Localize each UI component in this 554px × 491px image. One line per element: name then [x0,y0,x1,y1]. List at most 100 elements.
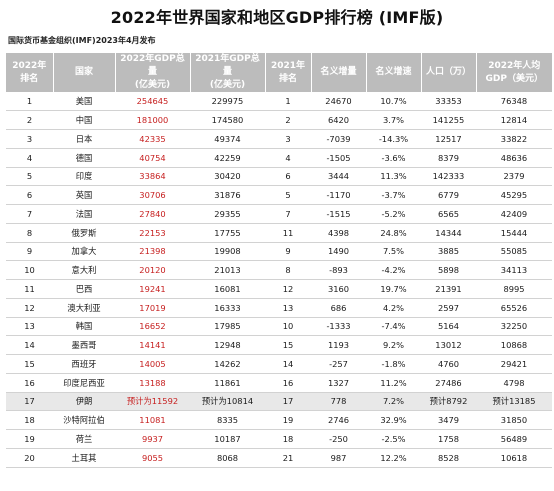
cell-population: 4760 [421,354,476,374]
cell-population: 13012 [421,335,476,355]
table-row: 19 荷兰 9937 10187 18 -250 -2.5% 1758 56489 [6,429,552,449]
cell-gdp-per-capita: 55085 [476,242,552,262]
table-row: 8 俄罗斯 22153 17755 11 4398 24.8% 14344 15444 [6,223,552,243]
cell-gdp-2021: 16081 [190,279,265,299]
cell-nominal-growth: 19.7% [366,279,421,299]
cell-gdp-per-capita: 42409 [476,204,552,224]
table-row: 9 加拿大 21398 19908 9 1490 7.5% 3885 55085 [6,242,552,262]
table-row: 1 美国 254645 229975 1 24670 10.7% 33353 76348 [6,92,552,112]
cell-gdp-per-capita: 31850 [476,410,552,430]
cell-gdp-2022: 13188 [115,373,190,393]
cell-rank-2022: 16 [6,373,53,393]
cell-gdp-2021: 14262 [190,354,265,374]
cell-gdp-2021: 8068 [190,448,265,468]
cell-nominal-increase: 3444 [311,167,366,187]
cell-nominal-increase: 3160 [311,279,366,299]
cell-gdp-per-capita: 12814 [476,110,552,130]
cell-country: 俄罗斯 [53,223,115,243]
cell-rank-2021: 16 [265,373,311,393]
cell-gdp-per-capita: 45295 [476,185,552,205]
cell-rank-2022: 19 [6,429,53,449]
cell-gdp-per-capita: 2379 [476,167,552,187]
cell-nominal-growth: -5.2% [366,204,421,224]
cell-gdp-per-capita: 76348 [476,92,552,112]
cell-nominal-growth: 7.2% [366,392,421,412]
cell-gdp-per-capita: 33822 [476,129,552,149]
table-row: 4 德国 40754 42259 4 -1505 -3.6% 8379 48636 [6,148,552,168]
cell-nominal-increase: 1327 [311,373,366,393]
cell-nominal-increase: -250 [311,429,366,449]
cell-gdp-2021: 16333 [190,298,265,318]
cell-country: 德国 [53,148,115,168]
cell-population: 14344 [421,223,476,243]
column-header-rank-2022: 2022年 排名 [6,53,53,92]
cell-rank-2021: 7 [265,204,311,224]
cell-population: 21391 [421,279,476,299]
cell-gdp-per-capita: 15444 [476,223,552,243]
cell-gdp-2021: 10187 [190,429,265,449]
cell-rank-2021: 2 [265,110,311,130]
table-row: 20 土耳其 9055 8068 21 987 12.2% 8528 10618 [6,448,552,468]
cell-rank-2021: 5 [265,185,311,205]
cell-country: 加拿大 [53,242,115,262]
cell-nominal-increase: -7039 [311,129,366,149]
cell-nominal-growth: -14.3% [366,129,421,149]
cell-rank-2022: 12 [6,298,53,318]
cell-nominal-increase: 6420 [311,110,366,130]
cell-rank-2021: 3 [265,129,311,149]
cell-gdp-2021: 17755 [190,223,265,243]
cell-rank-2021: 17 [265,392,311,412]
cell-gdp-2022: 20120 [115,260,190,280]
cell-rank-2022: 2 [6,110,53,130]
column-header-rank-2021: 2021年 排名 [264,53,311,92]
column-header-gdp-2022: 2022年GDP总量 (亿美元) [114,53,190,92]
cell-gdp-2021: 31876 [190,185,265,205]
cell-nominal-increase: -1333 [311,317,366,337]
cell-gdp-per-capita: 56489 [476,429,552,449]
cell-population: 8528 [421,448,476,468]
cell-country: 意大利 [53,260,115,280]
cell-gdp-2021: 174580 [190,110,265,130]
cell-country: 伊朗 [53,392,115,412]
cell-population: 3479 [421,410,476,430]
page-title: 2022年世界国家和地区GDP排行榜 (IMF版) [110,8,444,27]
table-row: 5 印度 33864 30420 6 3444 11.3% 142333 2379 [6,167,552,187]
cell-country: 美国 [53,92,115,112]
cell-country: 中国 [53,110,115,130]
table-row: 2 中国 181000 174580 2 6420 3.7% 141255 12814 [6,110,552,130]
cell-country: 土耳其 [53,448,115,468]
cell-rank-2022: 3 [6,129,53,149]
cell-gdp-2021: 30420 [190,167,265,187]
cell-rank-2022: 5 [6,167,53,187]
cell-nominal-increase: -257 [311,354,366,374]
cell-gdp-2021: 229975 [190,92,265,112]
cell-gdp-2022: 254645 [115,92,190,112]
cell-rank-2022: 10 [6,260,53,280]
cell-gdp-2022: 30706 [115,185,190,205]
cell-population: 12517 [421,129,476,149]
cell-country: 墨西哥 [53,335,115,355]
cell-gdp-2022: 9937 [115,429,190,449]
cell-rank-2022: 14 [6,335,53,355]
table-body: 1 美国 254645 229975 1 24670 10.7% 33353 76348 2 中国 1… [6,92,552,468]
cell-gdp-2021: 19908 [190,242,265,262]
cell-rank-2021: 9 [265,242,311,262]
cell-country: 英国 [53,185,115,205]
cell-population: 1758 [421,429,476,449]
cell-country: 巴西 [53,279,115,299]
cell-gdp-2022: 11081 [115,410,190,430]
cell-population: 6779 [421,185,476,205]
table-row: 3 日本 42335 49374 3 -7039 -14.3% 12517 33822 [6,129,552,149]
cell-rank-2021: 18 [265,429,311,449]
cell-gdp-2021: 12948 [190,335,265,355]
cell-nominal-growth: 11.3% [366,167,421,187]
cell-rank-2021: 14 [265,354,311,374]
cell-nominal-growth: -7.4% [366,317,421,337]
cell-population: 5164 [421,317,476,337]
cell-nominal-growth: 24.8% [366,223,421,243]
cell-nominal-increase: 1490 [311,242,366,262]
cell-rank-2021: 12 [265,279,311,299]
cell-rank-2022: 15 [6,354,53,374]
cell-rank-2021: 6 [265,167,311,187]
column-header-gdp-2021: 2021年GDP总量 (亿美元) [189,53,265,92]
